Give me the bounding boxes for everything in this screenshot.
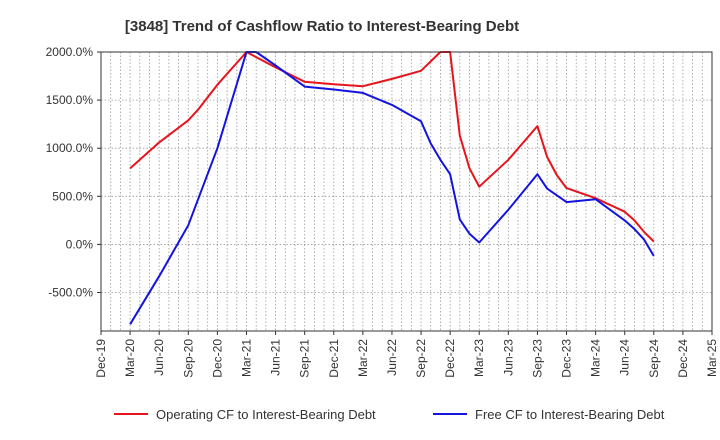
x-tick-label: Dec-23: [560, 339, 574, 378]
legend-label: Operating CF to Interest-Bearing Debt: [156, 407, 376, 422]
y-tick-label: 0.0%: [66, 237, 94, 251]
x-tick-label: Sep-24: [647, 339, 661, 378]
x-tick-label: Dec-22: [443, 339, 457, 378]
x-tick-label: Dec-19: [94, 339, 108, 378]
x-tick-label: Mar-23: [472, 339, 486, 377]
y-tick-label: 1500.0%: [46, 93, 94, 107]
x-tick-label: Sep-23: [530, 339, 544, 378]
y-tick-label: 1000.0%: [46, 141, 94, 155]
plot-frame: [100, 51, 713, 332]
x-tick-label: Jun-23: [501, 339, 515, 376]
grid: [101, 51, 712, 331]
legend-item-1: Operating CF to Interest-Bearing Debt: [114, 407, 376, 422]
x-tick-label: Dec-24: [676, 339, 690, 378]
x-tick-label: Sep-22: [414, 339, 428, 378]
y-tick-label: -500.0%: [48, 286, 93, 300]
x-tick-label: Mar-21: [239, 339, 253, 377]
x-tick-label: Mar-25: [705, 339, 719, 377]
y-tick-label: 2000.0%: [46, 45, 94, 59]
y-tick-label: 500.0%: [52, 189, 93, 203]
x-tick-label: Mar-22: [356, 339, 370, 377]
x-tick-label: Sep-20: [181, 339, 195, 378]
x-tick-label: Mar-20: [123, 339, 137, 377]
x-tick-label: Dec-21: [327, 339, 341, 378]
legend: Operating CF to Interest-Bearing Debt Fre…: [114, 407, 665, 422]
x-tick-label: Jun-24: [618, 339, 632, 376]
legend-label: Free CF to Interest-Bearing Debt: [475, 407, 665, 422]
x-axis-ticks: Dec-19 Mar-20 Jun-20 Sep-20 Dec-20 Mar-21 Jun-…: [94, 331, 719, 378]
x-tick-label: Sep-21: [298, 339, 312, 378]
x-tick-label: Mar-24: [589, 339, 603, 377]
legend-item-2: Free CF to Interest-Bearing Debt: [433, 407, 665, 422]
x-tick-label: Dec-20: [210, 339, 224, 378]
x-tick-label: Jun-22: [385, 339, 399, 376]
chart-title: [3848] Trend of Cashflow Ratio to Intere…: [125, 18, 519, 35]
x-tick-label: Jun-20: [152, 339, 166, 376]
y-axis-ticks: 2000.0% 1500.0% 1000.0% 500.0% 0.0% -500.0%: [46, 45, 101, 300]
x-tick-label: Jun-21: [269, 339, 283, 376]
